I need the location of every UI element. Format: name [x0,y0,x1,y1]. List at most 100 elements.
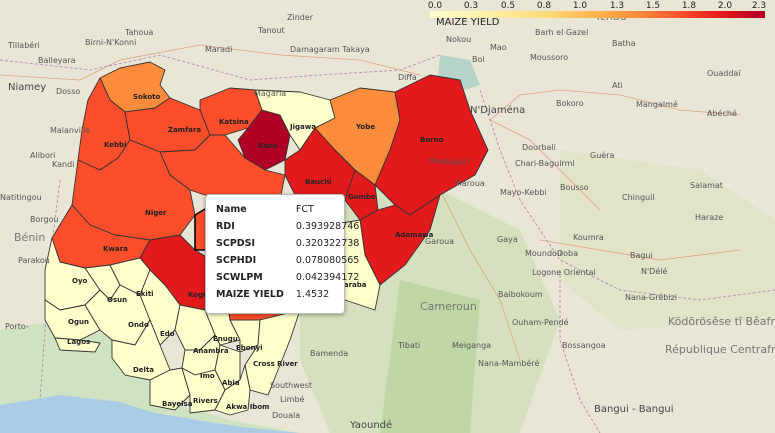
label-ogun: Ogun [68,318,89,326]
place-douala: Douala [272,411,300,420]
place-nanagrebizi: Nana-Grébizi [625,292,677,302]
place-gaya: Gaya [497,235,518,244]
label-ekiti: Ekiti [136,290,154,298]
place-nanamambere: Nana-Mambéré [478,358,539,368]
place-balleyara: Balleyara [38,56,76,65]
state-akwa-ibom[interactable] [214,364,251,416]
tooltip-row: Name FCT [212,201,363,218]
place-ndjamena: N'Djaména [470,104,525,116]
place-benin: Bénin [14,231,45,244]
legend-tick: 0.8 [536,1,552,11]
label-akwa-ibom: Akwa Ibom [226,403,269,411]
place-mao: Mao [490,43,507,52]
label-adamawa: Adamawa [395,231,434,239]
label-lagos: Lagos [67,338,90,346]
legend-ticks: 0.0 0.3 0.5 0.8 1.0 1.3 1.5 1.8 2.0 2.3 [425,1,773,11]
tooltip-row: RDI 0.393928746 [212,218,363,235]
place-batha: Batha [612,39,636,48]
place-bahr: Barh el Gazel [535,28,588,37]
legend-tick: 0.0 [427,1,443,11]
tooltip-row: SCPDSI 0.320322738 [212,235,363,252]
tooltip-value: 1.4532 [295,289,330,300]
place-limbe: Limbé [280,394,305,404]
state-gombe[interactable] [344,169,379,221]
tooltip-row: SCWLPM 0.042394172 [212,269,363,286]
legend-tick: 1.3 [609,1,625,11]
place-chinguil: Chinguil [622,193,655,202]
place-moundou: Moundou [525,249,562,258]
label-rivers: Rivers [193,397,218,405]
label-bayelsa: Bayelsa [162,400,193,408]
legend-tick: 2.3 [751,1,767,11]
label-jigawa: Jigawa [289,123,316,131]
place-haraze: Haraze [695,213,723,222]
place-cameroun: Cameroun [420,300,477,313]
label-katsina: Katsina [219,118,249,126]
tooltip-value: 0.320322738 [295,238,360,249]
place-ouaddai: Ouaddaï [707,69,741,78]
place-niamey: Niamey [8,82,46,93]
label-kogi: Kogi [188,291,206,299]
label-abia: Abia [222,379,240,387]
place-bokoro: Bokoro [556,99,584,108]
place-moussoro: Moussoro [530,53,568,62]
state-labels: Sokoto Zamfara Kebbi Katsina Kano Jigawa… [67,93,444,411]
place-mangalme: Mangalmé [636,99,678,109]
place-salamat: Salamat [690,181,723,190]
place-dourbali: Dourbali [522,143,556,152]
label-zamfara: Zamfara [168,126,201,134]
label-edo: Edo [160,330,175,338]
gulf-of-guinea [0,395,300,433]
road-network [0,44,741,361]
forest-terrain [380,280,480,433]
tooltip-key: SCPDSI [216,238,256,249]
place-alibori: Alibori [30,151,55,160]
tooltip-value: 0.042394172 [295,272,360,283]
place-bagui: Bagui [630,251,653,260]
legend-tick: 0.5 [500,1,516,11]
place-logone: Logone Oriental [532,268,596,277]
label-oyo: Oyo [72,277,88,285]
label-bauchi: Bauchi [305,178,332,186]
tooltip-value: 0.393928746 [295,221,360,232]
place-bousso: Bousso [560,183,589,192]
place-guera: Guéra [590,150,614,160]
place-ati: Ati [612,81,623,90]
state-ebonyi[interactable] [229,319,261,353]
tooltip-value: FCT [295,204,314,215]
place-dosso: Dosso [56,87,80,96]
label-kwara: Kwara [103,245,128,253]
place-southwest: Southwest [270,381,312,390]
place-nokou: Nokou [446,35,471,44]
tooltip-key: MAIZE YIELD [216,289,284,300]
place-mayokebbi: Mayo-Kebbi [500,188,547,197]
place-natitingou: Natitingou [0,193,42,202]
place-tanout: Tanout [257,26,285,35]
tooltip-table: Name FCT RDI 0.393928746 SCPDSI 0.320322738… [212,201,363,303]
place-ouham: Ouham-Pendé [512,317,569,327]
place-tillaberi: Tillabéri [7,40,40,50]
place-bol: Bol [472,55,485,64]
label-taraba: Taraba [340,281,367,289]
label-anambra: Anambra [193,347,229,355]
place-maradi: Maradi [205,45,232,54]
place-kandi: Kandi [52,160,74,169]
label-kano: Kano [258,142,278,150]
state-lagos[interactable] [54,337,101,353]
legend-title: MAIZE YIELD [436,17,500,28]
label-yobe: Yobe [355,123,375,131]
place-parakou: Parakou [18,256,50,265]
place-kodorosese: Ködörösêse tî Bêafrîka [668,315,775,328]
tooltip-key: SCPHDI [216,255,257,266]
label-imo: Imo [200,372,215,380]
place-koumra: Koumra [573,233,604,242]
place-zinder: Zinder [287,13,314,22]
legend-tick: 1.5 [645,1,661,11]
place-doba: Doba [557,249,578,258]
legend-color-ramp [430,11,765,18]
place-diffa: Diffa [398,73,417,82]
place-tahoua: Tahoua [124,28,154,37]
label-gombe: Gombe [348,193,376,201]
state-ogun[interactable] [44,299,101,341]
